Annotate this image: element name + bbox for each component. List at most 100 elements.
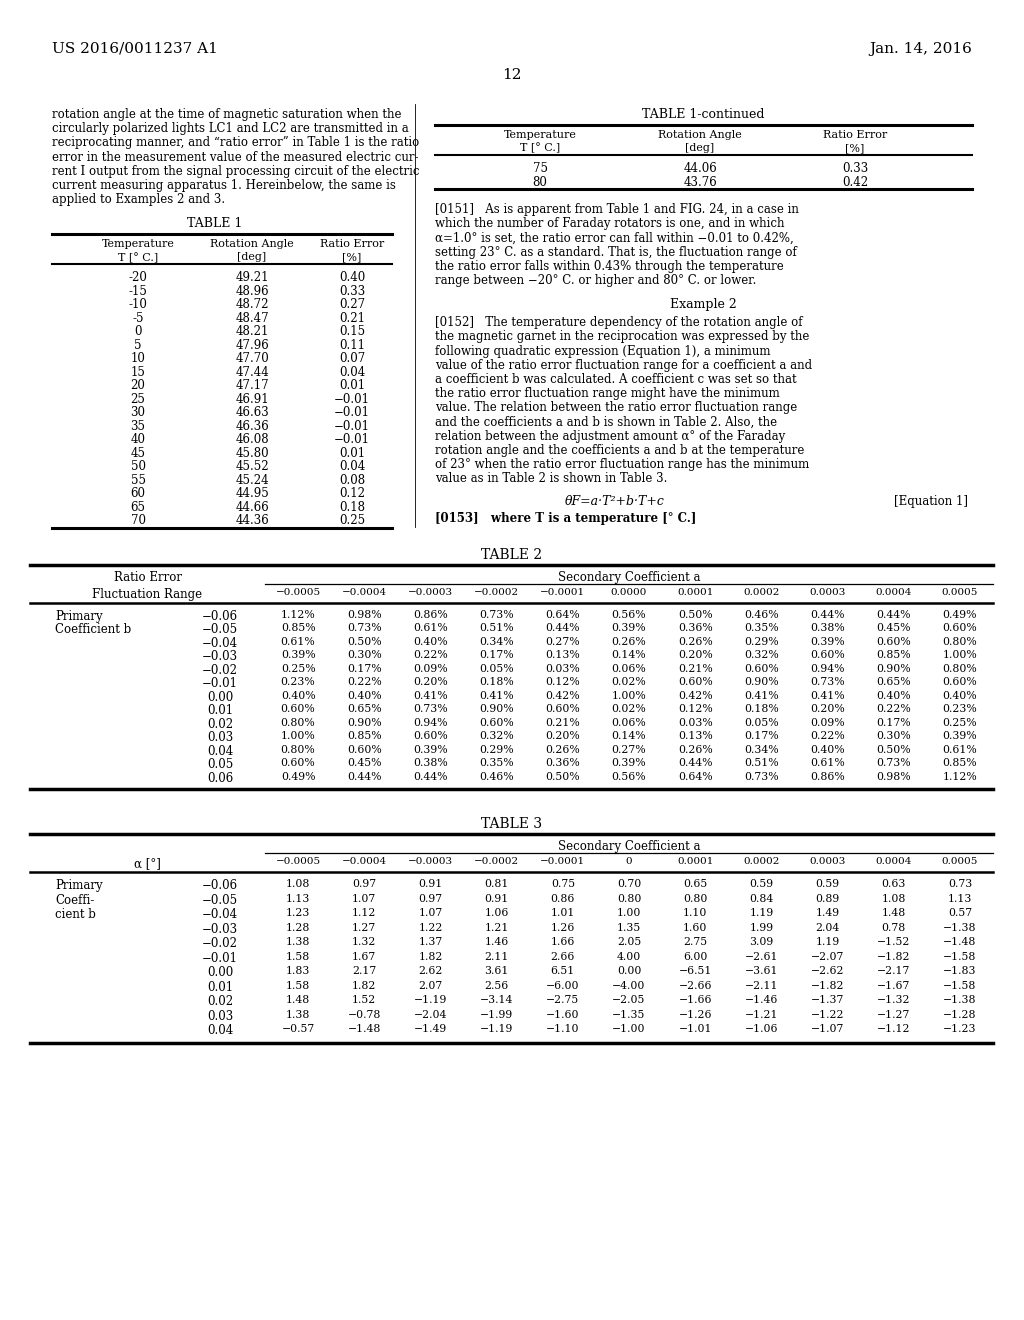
Text: US 2016/0011237 A1: US 2016/0011237 A1: [52, 42, 218, 55]
Text: 1.23: 1.23: [286, 908, 310, 919]
Text: 0.22%: 0.22%: [347, 677, 382, 688]
Text: α [°]: α [°]: [134, 858, 161, 870]
Text: -20: -20: [129, 272, 147, 284]
Text: 0.22%: 0.22%: [877, 705, 911, 714]
Text: 0.98%: 0.98%: [347, 610, 382, 620]
Text: 44.06: 44.06: [683, 162, 717, 176]
Text: 0.33: 0.33: [842, 162, 868, 176]
Text: 0.59: 0.59: [815, 879, 840, 890]
Text: 0.00: 0.00: [207, 966, 233, 979]
Text: −1.28: −1.28: [943, 1010, 977, 1020]
Text: 0.40: 0.40: [339, 272, 366, 284]
Text: 0.46%: 0.46%: [744, 610, 778, 620]
Text: 44.36: 44.36: [236, 515, 269, 528]
Text: −1.52: −1.52: [877, 937, 910, 948]
Text: 0.86%: 0.86%: [810, 772, 845, 781]
Text: −0.0004: −0.0004: [342, 858, 387, 866]
Text: −1.99: −1.99: [480, 1010, 513, 1020]
Text: 0.05%: 0.05%: [479, 664, 514, 675]
Text: 0.0005: 0.0005: [942, 858, 978, 866]
Text: 0.02%: 0.02%: [611, 705, 646, 714]
Text: 0.26%: 0.26%: [611, 636, 646, 647]
Text: 0.50%: 0.50%: [546, 772, 581, 781]
Text: 0.0004: 0.0004: [876, 587, 912, 597]
Text: 0.40%: 0.40%: [877, 690, 911, 701]
Text: Rotation Angle: Rotation Angle: [658, 129, 741, 140]
Text: 5: 5: [134, 339, 141, 352]
Text: −2.05: −2.05: [612, 995, 646, 1006]
Text: 0.17%: 0.17%: [877, 718, 911, 727]
Text: 0.41%: 0.41%: [744, 690, 778, 701]
Text: 0.18%: 0.18%: [744, 705, 778, 714]
Text: relation between the adjustment amount α° of the Faraday: relation between the adjustment amount α…: [435, 430, 785, 442]
Text: −0.01: −0.01: [334, 433, 370, 446]
Text: 35: 35: [130, 420, 145, 433]
Text: 0.73%: 0.73%: [744, 772, 778, 781]
Text: Primary: Primary: [55, 879, 102, 892]
Text: 0.0002: 0.0002: [743, 587, 779, 597]
Text: 0.91: 0.91: [484, 894, 509, 904]
Text: 0.41%: 0.41%: [413, 690, 447, 701]
Text: 65: 65: [130, 500, 145, 513]
Text: 0.65%: 0.65%: [877, 677, 911, 688]
Text: Ratio Error: Ratio Error: [114, 570, 181, 583]
Text: 43.76: 43.76: [683, 176, 717, 189]
Text: T [° C.]: T [° C.]: [118, 252, 158, 263]
Text: 1.37: 1.37: [419, 937, 442, 948]
Text: 0.56%: 0.56%: [611, 610, 646, 620]
Text: −1.58: −1.58: [943, 981, 977, 991]
Text: 0.20%: 0.20%: [546, 731, 581, 742]
Text: 3.61: 3.61: [484, 966, 509, 977]
Text: 75: 75: [532, 162, 548, 176]
Text: 0.30%: 0.30%: [347, 651, 382, 660]
Text: 0.91: 0.91: [419, 879, 442, 890]
Text: −0.04: −0.04: [202, 908, 238, 921]
Text: 0.12%: 0.12%: [546, 677, 581, 688]
Text: 0.27%: 0.27%: [611, 744, 646, 755]
Text: −0.01: −0.01: [334, 420, 370, 433]
Text: −0.0002: −0.0002: [474, 587, 519, 597]
Text: 1.12%: 1.12%: [942, 772, 977, 781]
Text: 0.36%: 0.36%: [678, 623, 713, 634]
Text: −1.48: −1.48: [943, 937, 977, 948]
Text: 0.44%: 0.44%: [678, 759, 713, 768]
Text: −2.66: −2.66: [679, 981, 712, 991]
Text: 0.30%: 0.30%: [877, 731, 911, 742]
Text: Secondary Coefficient a: Secondary Coefficient a: [558, 570, 700, 583]
Text: 1.12: 1.12: [352, 908, 377, 919]
Text: 6.51: 6.51: [551, 966, 574, 977]
Text: 0.12: 0.12: [339, 487, 365, 500]
Text: cient b: cient b: [55, 908, 96, 921]
Text: 0.38%: 0.38%: [810, 623, 845, 634]
Text: 44.95: 44.95: [236, 487, 269, 500]
Text: 4.00: 4.00: [616, 952, 641, 962]
Text: 0.45%: 0.45%: [877, 623, 911, 634]
Text: T [° C.]: T [° C.]: [520, 143, 560, 153]
Text: 0.73%: 0.73%: [479, 610, 514, 620]
Text: 1.00%: 1.00%: [281, 731, 315, 742]
Text: 48.72: 48.72: [236, 298, 268, 312]
Text: 0.03%: 0.03%: [678, 718, 713, 727]
Text: 0.18%: 0.18%: [479, 677, 514, 688]
Text: 0.08: 0.08: [339, 474, 366, 487]
Text: 1.38: 1.38: [286, 937, 310, 948]
Text: −1.01: −1.01: [679, 1024, 712, 1035]
Text: 0.80: 0.80: [683, 894, 708, 904]
Text: 0.06%: 0.06%: [611, 718, 646, 727]
Text: 0.17%: 0.17%: [744, 731, 778, 742]
Text: 0.42%: 0.42%: [546, 690, 581, 701]
Text: −1.49: −1.49: [414, 1024, 447, 1035]
Text: 0.73%: 0.73%: [810, 677, 845, 688]
Text: 0.41%: 0.41%: [810, 690, 845, 701]
Text: range between −20° C. or higher and 80° C. or lower.: range between −20° C. or higher and 80° …: [435, 275, 757, 286]
Text: −1.38: −1.38: [943, 923, 977, 933]
Text: 2.11: 2.11: [484, 952, 509, 962]
Text: value as in Table 2 is shown in Table 3.: value as in Table 2 is shown in Table 3.: [435, 473, 668, 486]
Text: 0.04: 0.04: [339, 366, 366, 379]
Text: 1.08: 1.08: [286, 879, 310, 890]
Text: 0.22%: 0.22%: [810, 731, 845, 742]
Text: 0.85%: 0.85%: [347, 731, 382, 742]
Text: 1.19: 1.19: [815, 937, 840, 948]
Text: 0.12%: 0.12%: [678, 705, 713, 714]
Text: −0.0003: −0.0003: [408, 858, 453, 866]
